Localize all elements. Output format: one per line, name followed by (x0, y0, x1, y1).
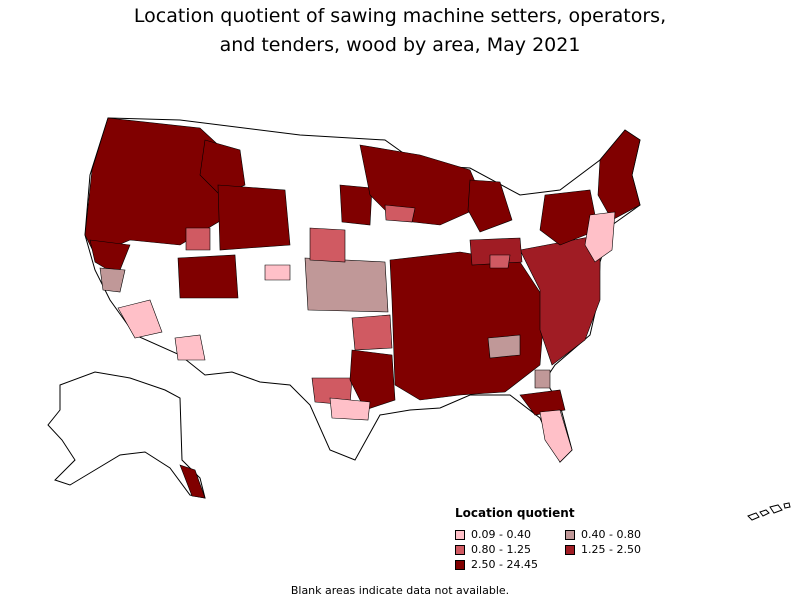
region-kansas (304, 257, 389, 313)
region-florida-peninsula (539, 409, 573, 463)
region-new-england (597, 129, 641, 221)
legend-label: 2.50 - 24.45 (471, 558, 538, 571)
region-colorado-west (177, 254, 239, 299)
hawaii-islands (747, 502, 791, 521)
legend-swatch (565, 529, 575, 540)
legend-item-0-80-1-25: 0.80 - 1.25 (455, 543, 565, 556)
region-dakotas-east (339, 184, 373, 226)
region-kentucky-pink (489, 254, 511, 269)
region-south-central (389, 251, 546, 401)
alaska-outline (47, 371, 206, 499)
region-wyoming-west (217, 184, 291, 251)
region-southern-california (117, 299, 163, 339)
region-appalachia (539, 189, 599, 246)
region-texas-east (349, 349, 396, 411)
legend-item-0-09-0-40: 0.09 - 0.40 (455, 528, 565, 541)
legend-item-2-50-24-45: 2.50 - 24.45 (455, 558, 565, 571)
region-minnesota-wisconsin (359, 144, 486, 226)
legend-label: 0.80 - 1.25 (471, 543, 531, 556)
alaska-panhandle-region (179, 464, 206, 499)
legend-swatch (565, 544, 575, 555)
region-georgia-gray (534, 369, 551, 389)
legend-item-0-40-0-80: 0.40 - 0.80 (565, 528, 675, 541)
legend-swatch (455, 529, 465, 540)
region-nebraska (309, 227, 346, 263)
legend-item-1-25-2-50: 1.25 - 2.50 (565, 543, 675, 556)
map-title-line-2: and tenders, wood by area, May 2021 (219, 34, 581, 56)
region-tennessee-gray (487, 334, 521, 359)
region-arizona (174, 334, 206, 361)
region-nevada-gray (99, 267, 126, 293)
region-utah-pink (185, 227, 211, 251)
region-iowa-pink (384, 204, 416, 223)
map-title-line-1: Location quotient of sawing machine sett… (133, 5, 667, 27)
map-title: Location quotient of sawing machine sett… (0, 2, 800, 60)
region-texas-central (329, 397, 371, 421)
region-mid-atlantic-pink (584, 211, 616, 263)
region-colorado-east (264, 264, 291, 281)
region-michigan (467, 179, 513, 233)
legend: Location quotient 0.09 - 0.40 0.40 - 0.8… (455, 506, 685, 571)
legend-label: 0.40 - 0.80 (581, 528, 641, 541)
region-florida-north (519, 389, 566, 416)
legend-label: 1.25 - 2.50 (581, 543, 641, 556)
footnote: Blank areas indicate data not available. (290, 584, 510, 597)
legend-swatch (455, 559, 465, 570)
legend-title: Location quotient (455, 506, 575, 520)
legend-label: 0.09 - 0.40 (471, 528, 531, 541)
legend-swatch (455, 544, 465, 555)
region-oklahoma (351, 314, 393, 351)
